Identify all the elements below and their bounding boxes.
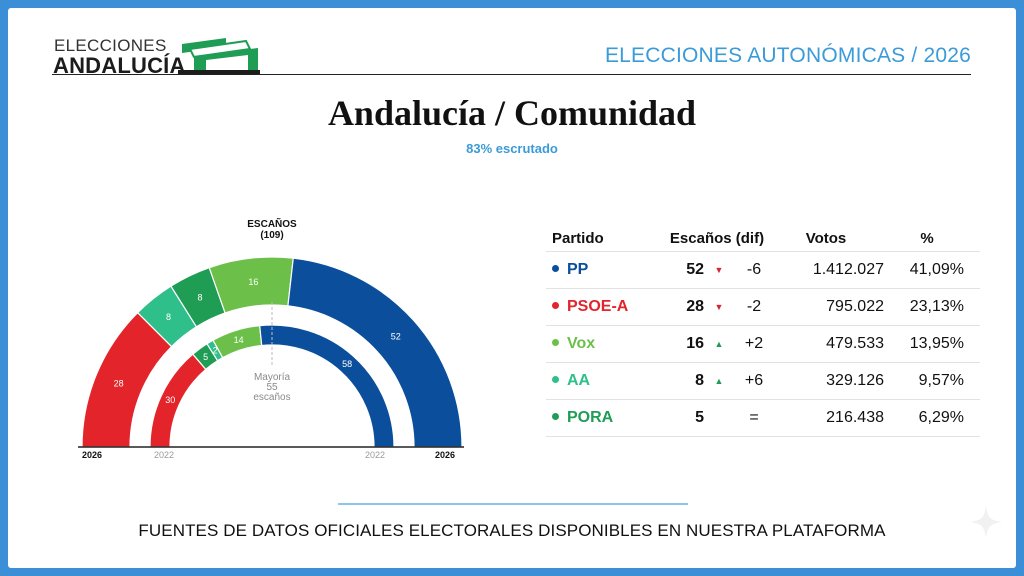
table-row: AA 8 ▲ +6 329.126 9,57% xyxy=(546,363,980,400)
trend-down-icon: ▼ xyxy=(714,302,724,312)
party-name: PSOE-A xyxy=(567,298,629,315)
seats-dif-cell: +2 xyxy=(744,335,764,352)
party-name: PORA xyxy=(567,409,614,426)
majority-label-2: 55 xyxy=(266,382,278,393)
trend-down-icon: ▼ xyxy=(714,265,724,275)
votes-cell: 216.438 xyxy=(826,409,884,426)
footer-note: FUENTES DE DATOS OFICIALES ELECTORALES D… xyxy=(138,521,886,540)
table-row: Vox 16 ▲ +2 479.533 13,95% xyxy=(546,326,980,363)
seat-label-2026-psoe-a: 28 xyxy=(114,378,124,388)
election-title: ELECCIONES AUTONÓMICAS / 2026 xyxy=(604,44,971,67)
party-cell: PSOE-A xyxy=(546,298,660,316)
chart-title: ESCAÑOS xyxy=(247,217,297,230)
seats-cell: 52 xyxy=(686,261,704,278)
sparkle-icon xyxy=(970,506,1002,538)
seats-dif-cell: -6 xyxy=(746,261,762,278)
majority-label-3: escaños xyxy=(253,392,290,403)
party-name: AA xyxy=(567,372,591,389)
seat-label-2022-psoe-a: 30 xyxy=(165,395,175,405)
party-cell: AA xyxy=(546,372,660,390)
counted-percentage: 83% escrutado xyxy=(466,141,558,156)
party-color-dot-icon xyxy=(552,376,559,383)
logo-line2: ANDALUCÍA xyxy=(53,53,186,78)
party-color-dot-icon xyxy=(552,302,559,309)
logo-line1: ELECCIONES xyxy=(54,36,167,55)
table-row: PORA 5 = 216.438 6,29% xyxy=(546,400,980,437)
seats-cell: 8 xyxy=(695,372,704,389)
party-color-dot-icon xyxy=(552,265,559,272)
party-name: PP xyxy=(567,261,589,278)
party-color-dot-icon xyxy=(552,339,559,346)
ring-label-inner-right: 2022 xyxy=(365,450,385,460)
flag-icon xyxy=(178,38,260,74)
trend-up-icon: ▲ xyxy=(714,339,724,349)
results-table: Partido Escaños (dif) Votos % PP 52 ▼ -6 1.4… xyxy=(546,226,980,437)
seats-dif-cell: -2 xyxy=(746,298,762,315)
seat-label-2026-aa: 8 xyxy=(166,312,171,322)
header-pct: % xyxy=(920,230,934,247)
ring-label-inner-left: 2022 xyxy=(154,450,174,460)
seats-cell: 16 xyxy=(686,335,704,352)
seats-cell: 28 xyxy=(686,298,704,315)
table-row: PSOE-A 28 ▼ -2 795.022 23,13% xyxy=(546,289,980,326)
table-row: PP 52 ▼ -6 1.412.027 41,09% xyxy=(546,252,980,289)
chart-total-seats: (109) xyxy=(260,230,283,241)
pct-cell: 9,57% xyxy=(918,372,964,389)
majority-label-1: Mayoría xyxy=(254,372,291,383)
party-cell: PP xyxy=(546,261,660,279)
footer-divider xyxy=(338,503,688,505)
seat-label-2022-aa: 2 xyxy=(213,346,218,356)
ring-label-outer-left: 2026 xyxy=(82,450,102,460)
seat-label-2022-vox: 14 xyxy=(234,335,244,345)
party-name: Vox xyxy=(567,335,596,352)
seats-hemicycle-chart: ESCAÑOS (109) 28 8 8 16 52 30 52 14 58 Mayoría 5… xyxy=(78,217,464,460)
seat-segment-2022-psoe-a xyxy=(149,353,207,448)
seat-label-2026-vox: 16 xyxy=(248,277,258,287)
votes-cell: 1.412.027 xyxy=(812,261,884,278)
party-cell: Vox xyxy=(546,335,660,353)
header-divider xyxy=(52,74,971,75)
votes-cell: 479.533 xyxy=(826,335,884,352)
results-card: ELECCIONES ANDALUCÍA ELECCIONES AUTONÓMI… xyxy=(8,8,1016,568)
pct-cell: 41,09% xyxy=(909,261,964,278)
seat-label-2026-pp: 52 xyxy=(391,331,401,341)
party-cell: PORA xyxy=(546,409,660,427)
seat-label-2022-pp: 58 xyxy=(342,359,352,369)
elecciones-andalucia-logo: ELECCIONES ANDALUCÍA xyxy=(52,34,262,86)
seat-label-2022-pora: 5 xyxy=(203,352,208,362)
header-party: Partido xyxy=(552,230,604,247)
pct-cell: 23,13% xyxy=(909,298,964,315)
seats-dif-cell: = xyxy=(749,409,759,426)
votes-cell: 329.126 xyxy=(826,372,884,389)
header-seats: Escaños (dif) xyxy=(669,230,765,247)
pct-cell: 13,95% xyxy=(909,335,964,352)
header-votes: Votos xyxy=(805,230,847,247)
seats-dif-cell: +6 xyxy=(744,372,764,389)
page-title: Andalucía / Comunidad xyxy=(327,93,697,133)
pct-cell: 6,29% xyxy=(918,409,964,426)
results-table-body: PP 52 ▼ -6 1.412.027 41,09% PSOE-A 28 ▼ -2 795.022… xyxy=(546,252,980,437)
votes-cell: 795.022 xyxy=(826,298,884,315)
trend-up-icon: ▲ xyxy=(714,376,724,386)
seat-label-2026-pora: 8 xyxy=(197,292,202,302)
results-table-header: Partido Escaños (dif) Votos % xyxy=(546,226,980,252)
party-color-dot-icon xyxy=(552,413,559,420)
ring-label-outer-right: 2026 xyxy=(435,450,455,460)
seats-cell: 5 xyxy=(695,409,704,426)
